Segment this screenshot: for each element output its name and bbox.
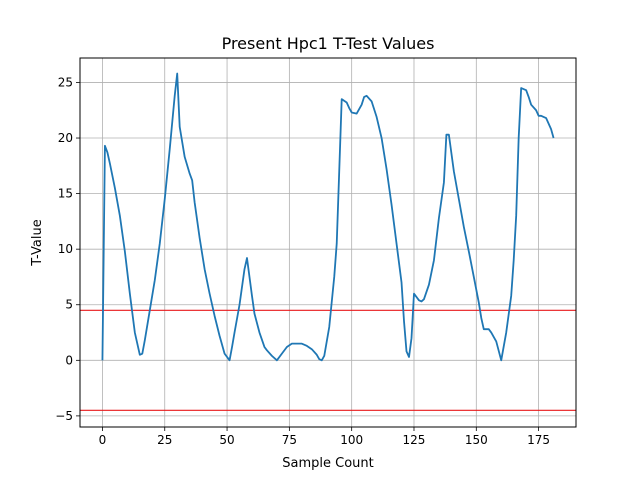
y-tick-label: 20 bbox=[58, 131, 73, 145]
x-tick-label: 50 bbox=[219, 433, 234, 447]
y-tick-label: 0 bbox=[65, 353, 73, 367]
y-tick-label: −5 bbox=[55, 409, 73, 423]
x-tick-label: 25 bbox=[157, 433, 172, 447]
y-axis-label: T-Value bbox=[30, 219, 45, 266]
y-tick-label: 10 bbox=[58, 242, 73, 256]
x-tick-label: 75 bbox=[282, 433, 297, 447]
axis-ticks: 0 25 50 75 100 125 150 175 −5 0 5 10 15 20 25 bbox=[55, 75, 550, 447]
series-line bbox=[101, 72, 555, 362]
grid-lines bbox=[80, 58, 576, 427]
x-tick-label: 150 bbox=[465, 433, 488, 447]
chart-title: Present Hpc1 T-Test Values bbox=[222, 34, 435, 53]
x-tick-label: 100 bbox=[340, 433, 363, 447]
plot-frame bbox=[79, 57, 577, 428]
x-tick-label: 125 bbox=[403, 433, 426, 447]
x-axis-label: Sample Count bbox=[282, 456, 373, 471]
y-tick-label: 5 bbox=[65, 298, 73, 312]
y-tick-label: 25 bbox=[58, 75, 73, 89]
x-tick-label: 0 bbox=[99, 433, 107, 447]
x-tick-label: 175 bbox=[527, 433, 550, 447]
series-layer bbox=[101, 72, 555, 362]
threshold-lines bbox=[80, 309, 576, 411]
y-tick-label: 15 bbox=[58, 187, 73, 201]
